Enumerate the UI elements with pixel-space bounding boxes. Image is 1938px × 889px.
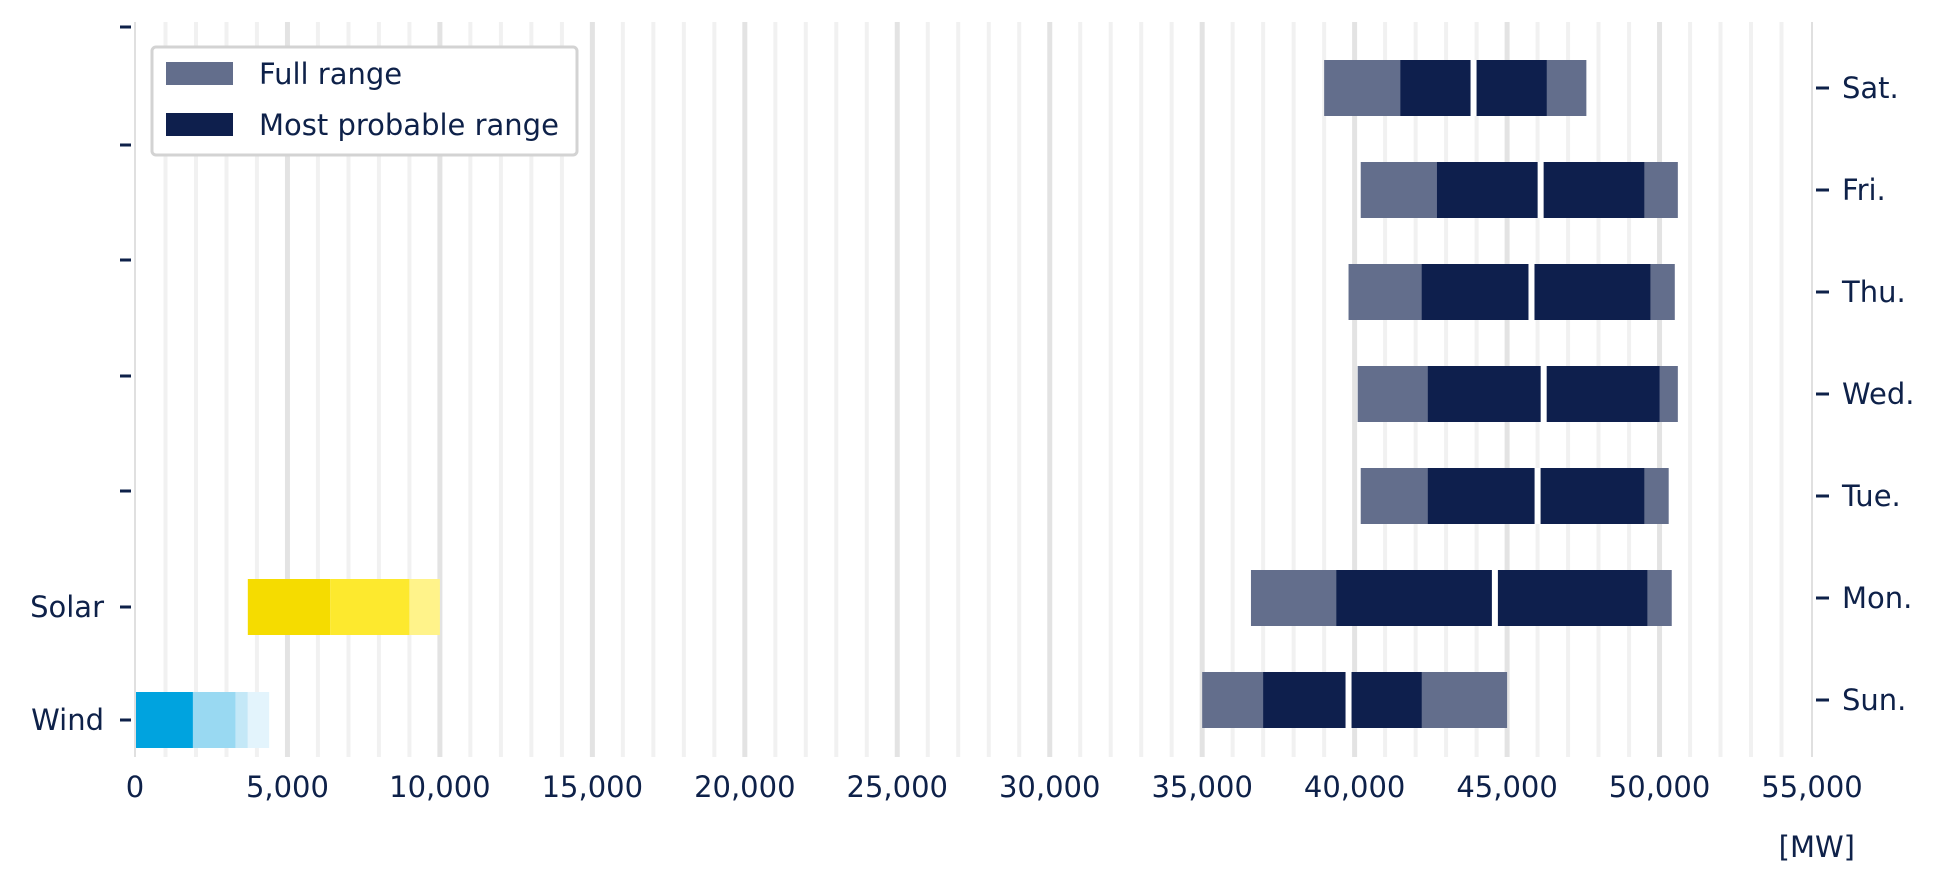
x-tick-label: 30,000 (999, 770, 1100, 804)
x-tick-label: 15,000 (542, 770, 643, 804)
legend-label-full-range: Full range (259, 57, 402, 91)
x-tick-label: 55,000 (1761, 770, 1862, 804)
probable-range-bar (1436, 162, 1541, 218)
x-tick-label: 0 (126, 770, 144, 804)
solar-bar-segment (409, 579, 440, 635)
legend-swatch-most-probable-range (166, 113, 233, 136)
wind-bar-segment (192, 692, 236, 748)
solar-bar-segment (247, 579, 331, 635)
probable-range-bar (1473, 60, 1547, 116)
axes: 0 5,000 10,000 15,000 20,000 25,000 30,000 35,0… (30, 22, 1914, 804)
probable-range-bar (1427, 468, 1538, 524)
x-tick-label: 5,000 (246, 770, 329, 804)
legend-swatch-full-range (166, 62, 233, 85)
probable-range-bar (1348, 672, 1422, 728)
probable-range-bar (1543, 366, 1660, 422)
legend-label-most-probable-range: Most probable range (259, 108, 559, 142)
left-axis-label: Solar (30, 590, 104, 624)
right-axis-label: Tue. (1841, 479, 1901, 513)
probable-range-bar (1540, 162, 1645, 218)
bars (135, 60, 1678, 748)
right-axis-label: Wed. (1842, 377, 1914, 411)
probable-range-bar (1537, 468, 1645, 524)
right-axis-label: Fri. (1842, 173, 1886, 207)
x-tick-label: 10,000 (389, 770, 490, 804)
probable-range-bar (1421, 264, 1532, 320)
probable-range-bar (1336, 570, 1495, 626)
x-tick-label: 40,000 (1304, 770, 1405, 804)
probable-range-bar (1494, 570, 1648, 626)
left-axis-label: Wind (31, 703, 104, 737)
probable-range-bar (1263, 672, 1349, 728)
x-tick-label: 35,000 (1151, 770, 1252, 804)
wind-bar-segment (235, 692, 248, 748)
x-tick-label: 50,000 (1609, 770, 1710, 804)
wind-bar-segment (135, 692, 193, 748)
x-tick-label: 20,000 (694, 770, 795, 804)
right-axis-label: Sat. (1842, 71, 1899, 105)
legend-box (150, 45, 579, 157)
right-axis-label: Sun. (1842, 683, 1906, 717)
right-axis-label: Mon. (1842, 581, 1912, 615)
x-axis-unit-label: [MW] (1779, 830, 1855, 864)
x-tick-label: 45,000 (1456, 770, 1557, 804)
wind-bar-segment (247, 692, 270, 748)
probable-range-bar (1531, 264, 1651, 320)
x-tick-label: 25,000 (847, 770, 948, 804)
right-axis-label: Thu. (1841, 275, 1906, 309)
legend: Full range Most probable range (150, 45, 579, 157)
probable-range-bar (1427, 366, 1544, 422)
solar-bar-segment (330, 579, 410, 635)
probable-range-bar (1400, 60, 1474, 116)
